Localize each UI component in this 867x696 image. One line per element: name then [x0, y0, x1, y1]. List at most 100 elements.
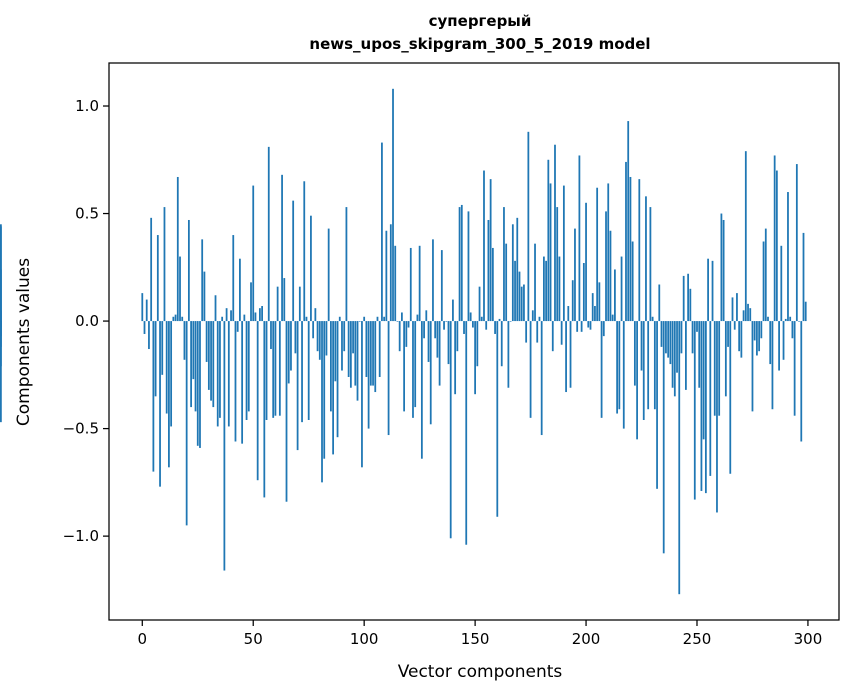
- bar: [525, 321, 528, 343]
- chart-title-line-1: супергерый: [429, 12, 532, 30]
- bar: [569, 321, 572, 388]
- x-tick-label: 150: [461, 630, 490, 648]
- bar: [243, 314, 246, 322]
- bar: [469, 312, 472, 322]
- bar: [372, 321, 374, 386]
- bar: [671, 321, 674, 388]
- bar: [152, 321, 155, 472]
- bar: [176, 176, 179, 322]
- bar: [298, 286, 301, 322]
- bar: [270, 321, 272, 350]
- bar: [272, 321, 275, 418]
- bar: [165, 321, 168, 414]
- bar: [467, 211, 470, 322]
- bar: [496, 321, 499, 517]
- bar: [154, 321, 157, 397]
- bar: [460, 204, 463, 322]
- bar: [338, 316, 341, 322]
- bar: [498, 318, 501, 322]
- bar: [545, 260, 547, 322]
- bar: [423, 321, 425, 339]
- bar: [301, 321, 303, 423]
- bar: [656, 321, 658, 489]
- bar: [440, 250, 443, 322]
- bar: [642, 321, 645, 420]
- bar: [334, 321, 337, 382]
- bar: [629, 176, 632, 322]
- bar: [738, 321, 741, 352]
- bar: [236, 321, 239, 332]
- bar: [389, 224, 392, 322]
- bar: [529, 321, 532, 418]
- bar: [325, 321, 328, 356]
- bar: [784, 318, 787, 322]
- bar: [622, 321, 625, 429]
- bar: [412, 321, 414, 418]
- bar: [707, 258, 709, 322]
- bar: [594, 306, 596, 322]
- bar: [396, 321, 399, 322]
- bar: [598, 282, 601, 322]
- bar: [274, 321, 277, 416]
- bar: [804, 301, 807, 322]
- bar: [190, 321, 192, 408]
- bar: [478, 286, 481, 322]
- bar: [314, 308, 317, 322]
- y-axis-label: Components values: [14, 258, 34, 426]
- bar: [303, 181, 306, 322]
- bar: [800, 321, 803, 442]
- bar: [480, 316, 483, 322]
- bar: [369, 321, 372, 386]
- bar: [798, 321, 800, 322]
- bar: [254, 312, 257, 322]
- bar: [438, 321, 441, 386]
- bar: [187, 219, 190, 322]
- bar: [361, 321, 363, 468]
- bar: [343, 321, 346, 352]
- bar: [159, 321, 161, 487]
- bar: [740, 321, 743, 358]
- bar: [547, 159, 550, 322]
- bar: [767, 316, 769, 322]
- x-axis-ticks: 0 50 100 150 200 250 300: [138, 620, 822, 648]
- y-tick-label: −1.0: [63, 527, 99, 545]
- bar: [527, 131, 530, 322]
- bar: [616, 321, 619, 414]
- bar: [709, 321, 712, 476]
- bar: [145, 299, 148, 322]
- bar: [345, 207, 348, 322]
- y-axis-ticks: −1.0 −0.5 0.0 0.5 1.0: [63, 97, 109, 545]
- bar: [354, 321, 357, 386]
- bar: [724, 321, 727, 397]
- bar: [465, 321, 468, 545]
- bar: [267, 146, 270, 322]
- bar: [212, 321, 215, 408]
- bar: [427, 321, 430, 362]
- bar: [773, 155, 776, 322]
- bar: [580, 321, 583, 332]
- bar: [511, 224, 514, 322]
- bar: [318, 321, 321, 360]
- bar: [365, 321, 368, 377]
- bar: [756, 321, 758, 356]
- bar: [472, 321, 474, 328]
- bar: [219, 321, 221, 418]
- bar: [181, 316, 184, 322]
- bar: [192, 321, 195, 380]
- bar: [245, 321, 248, 420]
- bar: [700, 321, 703, 491]
- bar: [449, 321, 452, 539]
- x-tick-label: 200: [572, 630, 601, 648]
- bar: [538, 316, 541, 322]
- bar: [782, 321, 785, 360]
- bar: [401, 312, 403, 322]
- bar: [363, 316, 366, 322]
- bar: [476, 321, 479, 367]
- bar: [778, 321, 780, 371]
- bar: [205, 321, 208, 362]
- bar: [589, 321, 592, 330]
- bar: [168, 321, 170, 468]
- bar: [474, 321, 476, 395]
- bar: [747, 303, 749, 322]
- bar: [607, 183, 610, 322]
